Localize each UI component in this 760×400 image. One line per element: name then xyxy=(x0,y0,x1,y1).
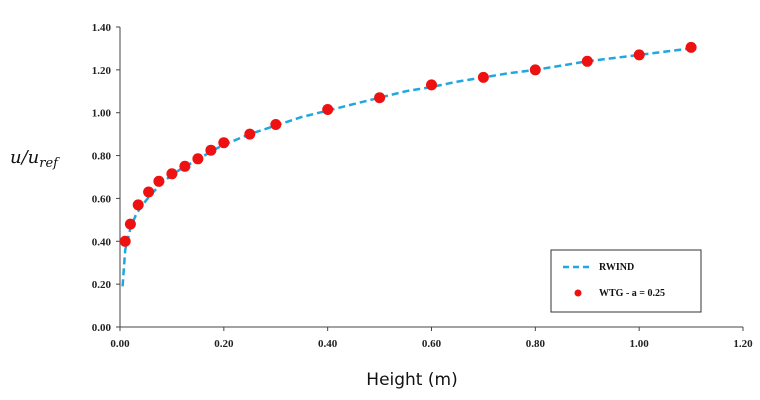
axes xyxy=(116,26,744,331)
x-axis-label: Height (m) xyxy=(366,370,457,390)
data-point-wtg xyxy=(218,137,230,149)
data-point-wtg xyxy=(143,186,155,198)
data-point-wtg xyxy=(244,128,256,140)
tick-labels: 0.00 0.20 0.40 0.60 0.80 1.00 1.20 1.40 0.00 0.20… xyxy=(92,22,753,350)
y-tick-label: 1.00 xyxy=(92,108,112,120)
data-point-wtg xyxy=(477,71,489,83)
data-point-wtg xyxy=(119,235,131,247)
series-rwind-line xyxy=(121,47,692,287)
x-tick-label: 0.40 xyxy=(318,338,338,350)
series xyxy=(119,41,697,287)
y-tick-label: 0.00 xyxy=(92,322,112,334)
x-tick-label: 1.20 xyxy=(733,338,753,350)
legend-box xyxy=(550,249,702,313)
data-point-wtg xyxy=(166,168,178,180)
x-tick-label: 1.00 xyxy=(630,338,650,350)
data-point-wtg xyxy=(124,218,136,230)
data-point-wtg xyxy=(205,144,217,156)
legend-rwind-label: RWIND xyxy=(599,262,634,273)
x-tick-label: 0.60 xyxy=(422,338,442,350)
x-tick-label: 0.80 xyxy=(526,338,546,350)
legend: RWIND WTG - a = 0.25 xyxy=(550,249,702,313)
y-tick-label: 0.60 xyxy=(92,193,112,205)
x-tick-label: 0.20 xyxy=(214,338,234,350)
data-point-wtg xyxy=(685,41,697,53)
data-point-wtg xyxy=(153,175,165,187)
y-axis-label-subscript: ref xyxy=(39,156,60,171)
legend-wtg-label: WTG - a = 0.25 xyxy=(599,288,665,299)
y-tick-label: 0.20 xyxy=(92,279,112,291)
y-axis-label-main: u/u xyxy=(10,147,39,168)
y-tick-label: 1.20 xyxy=(92,65,112,77)
data-point-wtg xyxy=(581,55,593,67)
data-point-wtg xyxy=(633,49,645,61)
data-point-wtg xyxy=(322,104,334,115)
legend-wtg-swatch xyxy=(574,289,582,297)
y-tick-label: 0.80 xyxy=(92,151,112,163)
data-point-wtg xyxy=(179,160,191,172)
y-tick-label: 1.40 xyxy=(92,22,112,34)
y-axis-label: u/uref xyxy=(10,147,60,171)
data-point-wtg xyxy=(529,64,541,76)
data-point-wtg xyxy=(270,119,282,130)
data-point-wtg xyxy=(374,92,386,104)
data-point-wtg xyxy=(132,199,144,211)
data-point-wtg xyxy=(426,79,437,91)
y-tick-label: 0.40 xyxy=(92,236,112,248)
x-tick-label: 0.00 xyxy=(110,338,130,350)
data-point-wtg xyxy=(192,153,204,165)
